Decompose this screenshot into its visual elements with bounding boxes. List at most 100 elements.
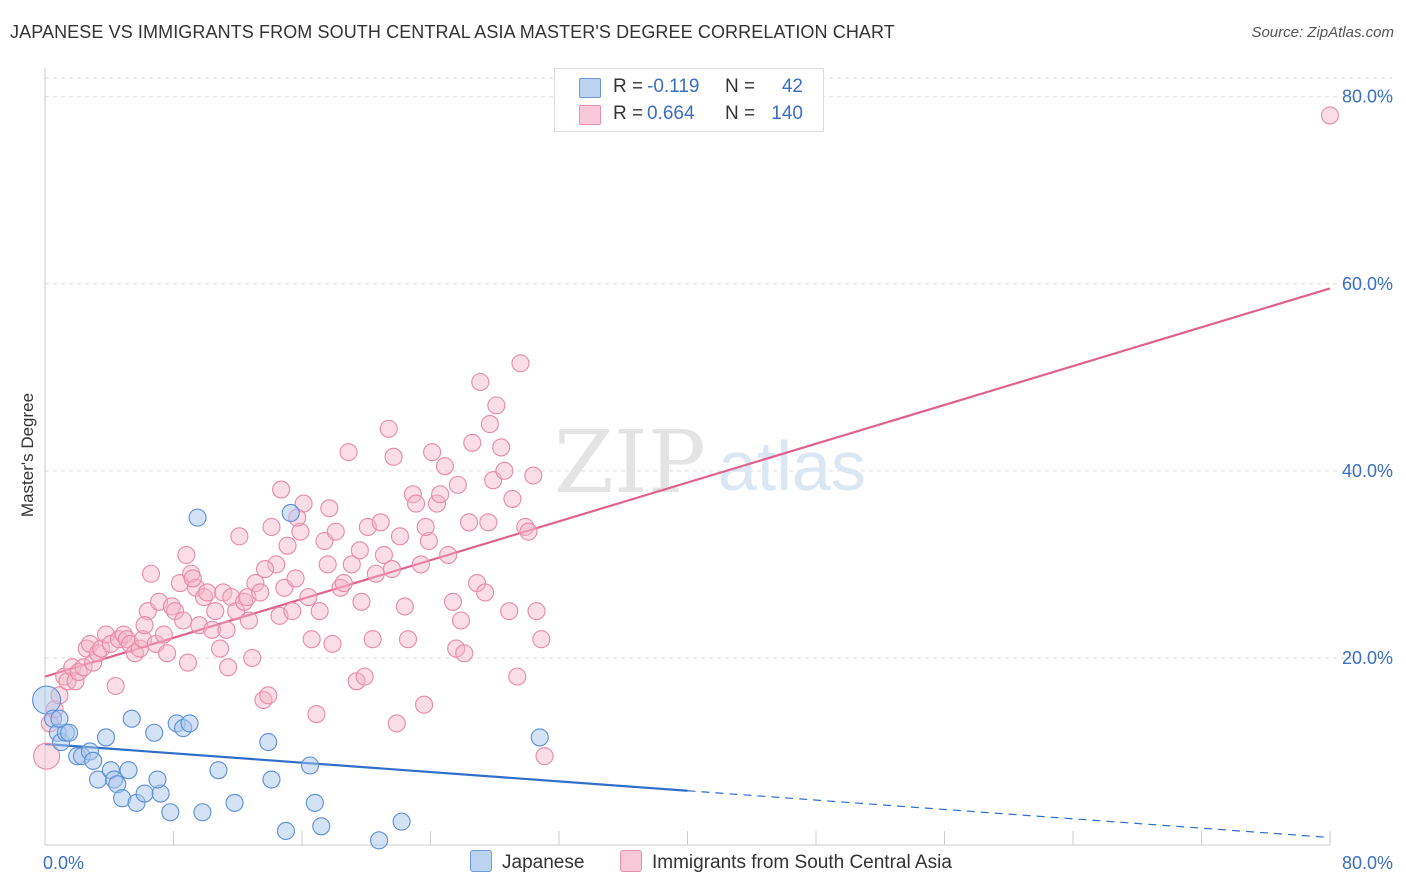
data-point-japanese: [145, 723, 164, 742]
data-point-immigrants: [106, 676, 125, 696]
data-point-immigrants: [259, 686, 278, 705]
data-point-immigrants: [92, 639, 111, 658]
data-point-japanese: [193, 803, 212, 822]
y-tick-label: 80.0%: [1342, 87, 1393, 107]
data-point-immigrants: [411, 555, 430, 574]
data-point-immigrants: [451, 611, 471, 630]
data-point-immigrants: [198, 583, 217, 602]
data-point-immigrants: [278, 536, 297, 555]
data-point-immigrants: [374, 545, 393, 565]
data-point-immigrants: [532, 630, 551, 649]
data-point-immigrants: [256, 560, 275, 579]
data-point-immigrants: [519, 522, 538, 541]
data-point-immigrants: [487, 396, 506, 415]
legend-japanese-swatch: [470, 850, 492, 872]
data-point-immigrants: [320, 499, 339, 518]
data-point-immigrants: [219, 658, 238, 677]
data-point-immigrants: [334, 574, 353, 593]
data-point-immigrants: [286, 569, 305, 588]
data-point-immigrants: [177, 545, 196, 565]
data-point-immigrants: [251, 583, 270, 602]
trend-lines: [44, 287, 1331, 839]
data-point-immigrants: [74, 658, 93, 677]
data-point-japanese: [305, 793, 324, 812]
data-point-immigrants: [239, 611, 259, 630]
data-point-immigrants: [382, 560, 402, 579]
data-point-immigrants: [503, 489, 522, 508]
data-point-immigrants: [355, 667, 374, 686]
immigrants-swatch: [579, 105, 601, 125]
data-point-japanese: [32, 685, 62, 715]
data-point-immigrants: [154, 625, 173, 644]
data-point-immigrants: [471, 372, 490, 392]
n-value-immigrants: 140: [771, 103, 803, 124]
data-point-immigrants: [302, 630, 321, 649]
data-point-immigrants: [1320, 106, 1340, 125]
data-point-immigrants: [272, 480, 291, 499]
legend-item-japanese[interactable]: Japanese: [470, 850, 584, 878]
n-label: N =: [725, 76, 756, 97]
data-point-japanese: [300, 756, 320, 775]
data-point-immigrants: [395, 597, 414, 616]
data-point-immigrants: [495, 461, 514, 480]
data-point-immigrants: [339, 443, 358, 462]
data-point-immigrants: [415, 695, 434, 714]
data-point-japanese: [262, 770, 281, 789]
data-point-immigrants: [423, 443, 442, 462]
data-point-immigrants: [350, 541, 369, 560]
data-point-japanese: [276, 821, 295, 841]
series-japanese: [32, 503, 549, 850]
legend-japanese-label: Japanese: [502, 852, 585, 873]
data-point-japanese: [84, 751, 103, 770]
data-point-japanese: [312, 817, 331, 836]
data-point-immigrants: [135, 616, 154, 635]
data-point-immigrants: [217, 620, 236, 639]
r-value-japanese: -0.119: [647, 76, 700, 97]
data-point-immigrants: [527, 602, 546, 621]
data-point-immigrants: [480, 415, 499, 434]
stats-box: R = -0.119 N = 42 R = 0.664 N = 140: [554, 68, 824, 132]
data-point-immigrants: [267, 555, 286, 574]
data-point-immigrants: [299, 588, 318, 607]
data-point-japanese: [209, 761, 228, 780]
data-point-japanese: [161, 803, 180, 822]
data-point-japanese: [96, 728, 116, 747]
data-point-immigrants: [363, 630, 382, 649]
data-point-immigrants: [439, 545, 458, 565]
x-tick-label: 0.0%: [43, 853, 84, 873]
series-immigrants: [33, 106, 1340, 770]
trend-line-immigrants: [44, 287, 1331, 678]
data-point-japanese: [135, 784, 154, 803]
data-point-immigrants: [84, 653, 103, 672]
legend-item-immigrants[interactable]: Immigrants from South Central Asia: [620, 850, 952, 878]
data-point-japanese: [281, 503, 300, 522]
data-point-immigrants: [352, 592, 371, 611]
data-point-immigrants: [476, 583, 495, 602]
n-label: N =: [725, 103, 756, 124]
data-point-immigrants: [174, 611, 193, 630]
data-point-immigrants: [443, 592, 463, 611]
data-point-immigrants: [178, 653, 198, 672]
watermark: ZIP atlas: [554, 413, 866, 513]
data-point-japanese: [50, 709, 69, 728]
y-tick-label: 40.0%: [1342, 461, 1393, 481]
data-point-immigrants: [398, 630, 418, 649]
data-point-japanese: [122, 709, 141, 728]
data-point-immigrants: [33, 742, 61, 770]
data-point-immigrants: [416, 517, 435, 537]
grid-lines: [45, 77, 1392, 659]
chart-title: JAPANESE VS IMMIGRANTS FROM SOUTH CENTRA…: [10, 22, 895, 42]
data-point-immigrants: [230, 527, 249, 546]
japanese-swatch: [579, 78, 601, 98]
data-point-immigrants: [524, 466, 543, 485]
data-point-immigrants: [511, 354, 530, 373]
r-value-immigrants: 0.664: [647, 103, 695, 124]
trend-line-japanese-extrapolated: [687, 790, 1331, 839]
data-point-immigrants: [448, 475, 467, 494]
data-point-immigrants: [390, 527, 410, 546]
r-label: R =: [613, 103, 644, 124]
legend-immigrants-swatch: [620, 850, 642, 872]
data-point-japanese: [188, 508, 207, 527]
data-point-japanese: [180, 714, 199, 733]
